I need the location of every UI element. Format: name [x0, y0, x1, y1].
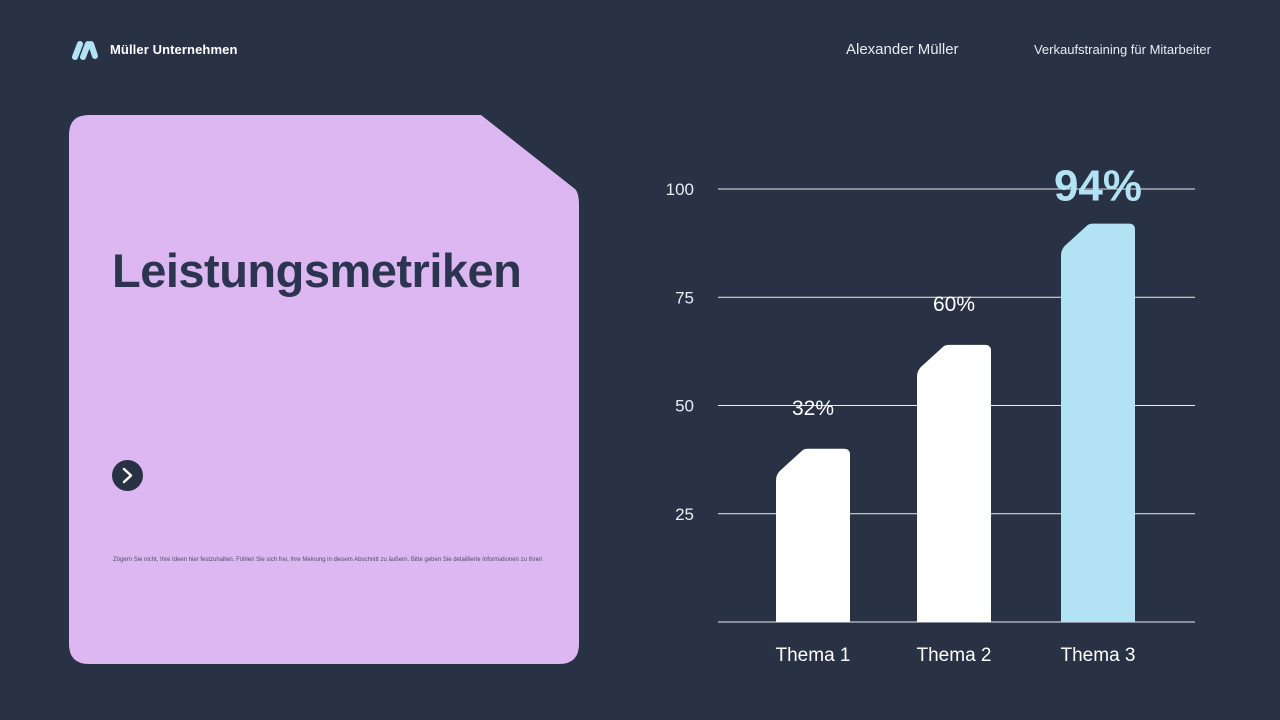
- chevron-right-icon: [122, 467, 133, 484]
- presenter-name: Alexander Müller: [846, 41, 959, 58]
- bar: [1061, 223, 1135, 622]
- bar: [776, 448, 850, 622]
- brand-logo-icon: [72, 41, 98, 60]
- data-label: 60%: [933, 293, 975, 316]
- data-label: 32%: [792, 397, 834, 420]
- metrics-card: Leistungsmetriken Zögern Sie nicht, Ihre…: [69, 115, 579, 664]
- x-tick-label: Thema 2: [917, 645, 992, 666]
- card-note: Zögern Sie nicht, Ihre Ideen hier festzu…: [113, 557, 543, 563]
- company-name: Müller Unternehmen: [110, 42, 238, 57]
- card-background: [69, 115, 579, 664]
- y-tick-label: 50: [675, 397, 694, 416]
- page-title: Leistungsmetriken: [112, 244, 522, 297]
- training-title: Verkaufstraining für Mitarbeiter: [1033, 42, 1211, 57]
- y-tick-label: 75: [675, 288, 694, 307]
- x-tick-label: Thema 1: [776, 645, 851, 666]
- y-tick-label: 25: [675, 505, 694, 524]
- x-tick-label: Thema 3: [1061, 645, 1136, 666]
- bar-chart: 25 50 75 100 32% Thema 1 60% Thema 2 94% Thema 3: [666, 162, 1195, 666]
- header: Müller Unternehmen Alexander Müller Verk…: [0, 0, 1280, 100]
- next-button[interactable]: [112, 460, 143, 491]
- y-tick-label: 100: [666, 180, 694, 199]
- bar: [917, 344, 991, 622]
- data-label: 94%: [1054, 162, 1142, 211]
